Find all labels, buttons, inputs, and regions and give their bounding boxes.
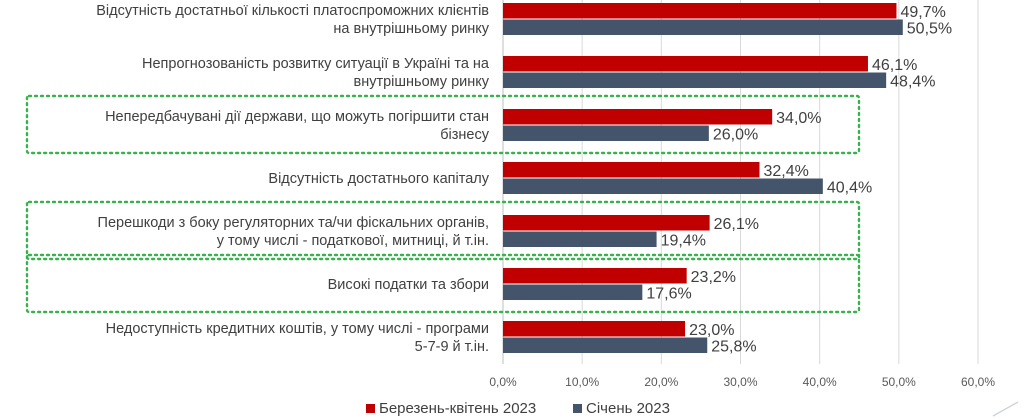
data-label: 49,7% [900,4,945,21]
category-label: 5-7-9 й т.ін. [415,339,489,355]
highlight-box [25,94,861,155]
category-label: на внутрішньому ринку [333,21,489,37]
highlight-box [25,200,861,261]
bar-series2 [503,125,709,141]
x-tick-label: 20,0% [644,375,678,389]
data-label: 34,0% [776,110,821,127]
bar-series1 [503,162,760,178]
category-label: внутрішньому ринку [354,74,490,90]
category-label: Відсутність достатнього капіталу [268,171,489,187]
legend-swatch [366,404,375,413]
x-tick-label: 60,0% [961,375,995,389]
data-label: 26,0% [713,126,758,143]
legend: Березень-квітень 2023 Січень 2023 [366,400,670,417]
x-tick-label: 50,0% [882,375,916,389]
bar-series1 [503,321,686,337]
category-label: Недоступність кредитних коштів, у тому ч… [106,321,489,337]
category-label: Непередбачувані дії держави, що можуть п… [105,109,489,125]
legend-label: Січень 2023 [586,400,670,417]
bar-series1 [503,3,897,19]
bar-series2 [503,19,903,35]
category-label: бізнесу [440,127,489,143]
x-tick-label: 0,0% [489,375,517,389]
labels: 49,7%50,5% Відсутність достатньої кількос… [96,3,952,355]
slash-icon [992,401,1019,417]
category-label: Перешкоди з боку регуляторних та/чи фіск… [98,215,489,231]
bar-series1 [503,56,868,72]
x-axis-ticks: 0,0% 10,0% 20,0% 30,0% 40,0% 50,0% 60,0% [489,375,995,389]
data-label: 17,6% [646,285,691,302]
bar-series2 [503,284,643,300]
bar-series1 [503,215,710,231]
data-label: 26,1% [714,216,759,233]
category-label: Непрогнозованість розвитку ситуації в Ук… [142,56,490,72]
highlight-box [25,253,861,314]
category-label: Високі податки та збори [328,277,489,293]
bar-series2 [503,337,708,353]
bar-series2 [503,72,887,88]
data-label: 32,4% [764,163,809,180]
data-label: 25,8% [711,338,756,355]
data-label: 23,0% [689,322,734,339]
x-tick-label: 30,0% [723,375,757,389]
bar-series1 [503,268,687,284]
x-tick-label: 10,0% [565,375,599,389]
data-label: 40,4% [827,179,872,196]
legend-swatch [573,404,582,413]
highlight-boxes [25,94,861,314]
bar-series1 [503,109,773,125]
bar-series2 [503,178,823,194]
x-tick-label: 40,0% [803,375,837,389]
data-label: 23,2% [691,269,736,286]
data-label: 46,1% [872,57,917,74]
legend-label: Березень-квітень 2023 [379,400,536,417]
category-label: у тому числі - податкової, митниці, й т.… [217,233,489,249]
category-label: Відсутність достатньої кількості платосп… [96,3,489,19]
bar-series2 [503,231,657,247]
bars [503,3,903,353]
data-label: 48,4% [890,73,935,90]
data-label: 19,4% [661,232,706,249]
data-label: 50,5% [907,20,952,37]
